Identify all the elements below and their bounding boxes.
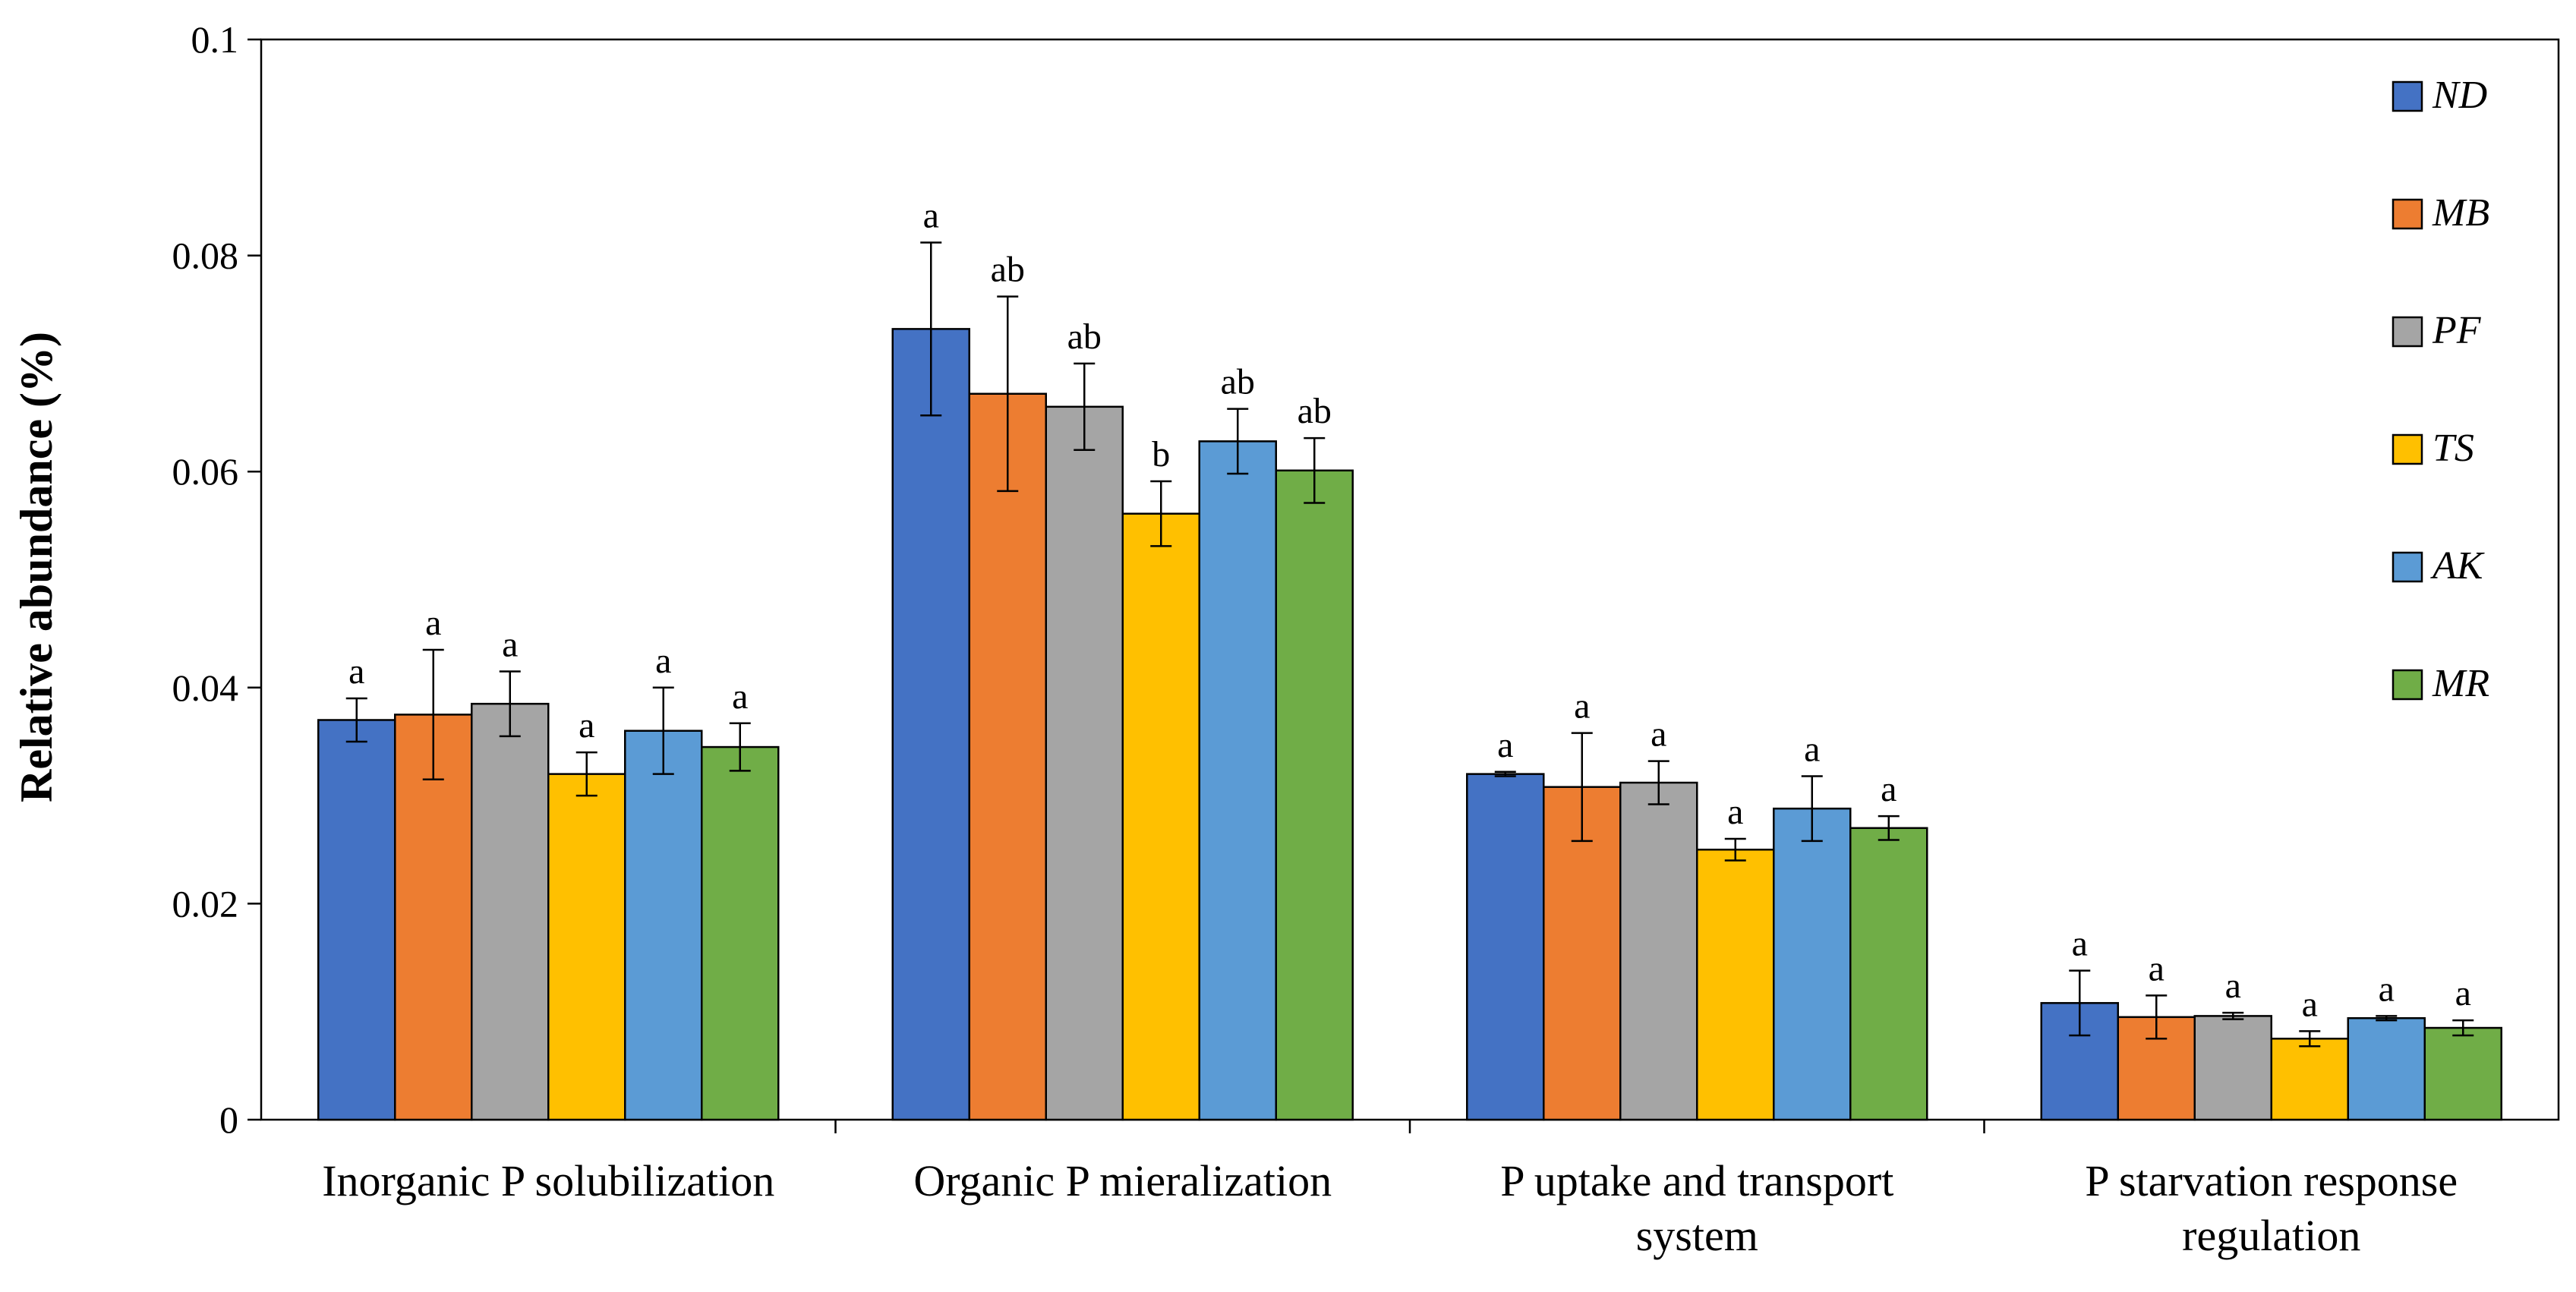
significance-label: a: [1804, 729, 1820, 769]
significance-label: a: [2225, 966, 2241, 1006]
bar-ts: [547, 773, 626, 1121]
bar-mb: [394, 714, 473, 1121]
significance-label: a: [655, 641, 671, 681]
significance-label: ab: [1297, 391, 1332, 431]
significance-label: ab: [1067, 317, 1102, 357]
legend-swatch-pf: [2392, 316, 2423, 348]
x-category-label: system: [1636, 1211, 1758, 1260]
legend-label-ts: TS: [2433, 427, 2474, 470]
significance-label: a: [923, 196, 939, 236]
bar-mr: [1849, 827, 1928, 1121]
bar-ak: [1198, 440, 1277, 1121]
bar-mb: [968, 392, 1047, 1121]
y-tick-label: 0.08: [172, 235, 239, 277]
bar-pf: [471, 702, 550, 1121]
significance-label: a: [2149, 948, 2165, 988]
bar-nd: [891, 328, 970, 1121]
legend-swatch-ts: [2392, 433, 2423, 465]
significance-label: b: [1152, 434, 1170, 474]
significance-label: a: [1727, 792, 1743, 832]
x-category-label: regulation: [2182, 1211, 2360, 1260]
legend-swatch-mb: [2392, 198, 2423, 230]
x-category-label: P starvation response: [2085, 1156, 2458, 1205]
bar-pf: [1619, 781, 1698, 1121]
significance-label: a: [2455, 973, 2471, 1013]
significance-label: a: [1651, 714, 1666, 755]
y-tick-label: 0.06: [172, 450, 239, 493]
legend-label-nd: ND: [2432, 74, 2487, 117]
bars-layer: [317, 241, 2502, 1121]
significance-label: a: [425, 603, 441, 643]
significance-label: a: [1574, 686, 1590, 726]
bar-ak: [1773, 807, 1852, 1121]
significance-label: a: [732, 676, 748, 717]
bar-ts: [2270, 1038, 2349, 1121]
significance-label: ab: [991, 250, 1025, 290]
bar-pf: [2193, 1015, 2272, 1121]
significance-label: a: [1881, 769, 1897, 809]
legend-swatch-nd: [2392, 80, 2423, 112]
y-tick-label: 0.1: [191, 18, 239, 61]
legend-label-pf: PF: [2432, 309, 2482, 352]
y-tick-label: 0.04: [172, 666, 239, 709]
bar-pf: [1045, 405, 1124, 1121]
x-category-label: Organic P mieralization: [913, 1156, 1332, 1205]
significance-label: a: [1497, 725, 1513, 765]
legend-swatch-mr: [2392, 669, 2423, 701]
significance-label: ab: [1221, 362, 1255, 402]
legend-label-mr: MR: [2432, 662, 2489, 705]
bar-ak: [2347, 1016, 2426, 1121]
significance-label: a: [2072, 924, 2088, 964]
bar-mr: [1275, 469, 1354, 1121]
significance-label: a: [579, 705, 594, 745]
bar-ts: [1121, 512, 1200, 1121]
legend: ND MB PF TS AK MR: [2392, 74, 2489, 705]
significance-label: a: [2379, 969, 2395, 1009]
y-axis-title: Relative abundance (%): [11, 332, 61, 802]
legend-label-mb: MB: [2432, 191, 2489, 235]
significance-label: a: [502, 624, 518, 664]
legend-label-ak: AK: [2430, 544, 2485, 588]
bar-nd: [1466, 773, 1545, 1121]
axes-layer: [248, 38, 2560, 1133]
bar-ak: [624, 730, 703, 1121]
significance-label: a: [2302, 984, 2318, 1024]
labels-layer: 0 0.02 0.04 0.06 0.08 0.1 a a a a a a Inorganic P so…: [172, 18, 2471, 1260]
y-tick-label: 0: [219, 1098, 238, 1141]
significance-label: a: [348, 651, 364, 692]
bar-ts: [1696, 849, 1775, 1121]
bar-mr: [2423, 1026, 2502, 1121]
bar-nd: [317, 719, 396, 1121]
x-category-label: Inorganic P solubilization: [322, 1156, 774, 1205]
y-tick-label: 0.02: [172, 882, 239, 925]
bar-mr: [701, 745, 780, 1121]
bar-mb: [1543, 786, 1622, 1121]
legend-swatch-ak: [2392, 551, 2423, 583]
x-category-label: P uptake and transport: [1500, 1156, 1893, 1205]
